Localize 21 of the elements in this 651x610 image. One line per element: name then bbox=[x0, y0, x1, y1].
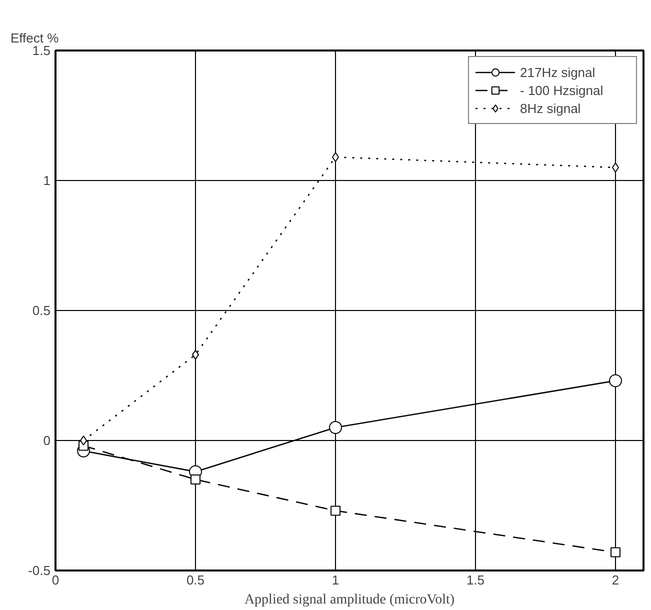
x-axis-title: Applied signal amplitude (microVolt) bbox=[244, 592, 455, 608]
legend-label: 8Hz signal bbox=[520, 100, 582, 117]
point bbox=[190, 474, 200, 484]
legend-label: - 100 Hzsignal bbox=[520, 82, 604, 99]
y-tick-label: 0.5 bbox=[32, 303, 51, 318]
y-tick-label: 1 bbox=[43, 173, 51, 188]
y-tick-label: -0.5 bbox=[28, 563, 51, 578]
point bbox=[610, 547, 620, 558]
y-tick-label: 0 bbox=[43, 433, 51, 448]
x-tick-label: 0.5 bbox=[186, 572, 205, 588]
legend-label: 217Hz signal bbox=[520, 64, 596, 81]
point bbox=[80, 436, 87, 446]
y-tick-label: 1.5 bbox=[32, 43, 51, 58]
x-tick-label: 1 bbox=[332, 572, 340, 588]
point bbox=[612, 162, 619, 172]
x-tick-label: 1.5 bbox=[466, 572, 485, 588]
y-axis-title: Effect % bbox=[10, 30, 60, 46]
x-tick-label: 2 bbox=[612, 572, 620, 588]
point bbox=[609, 374, 622, 388]
point bbox=[329, 421, 342, 434]
point bbox=[330, 506, 340, 516]
